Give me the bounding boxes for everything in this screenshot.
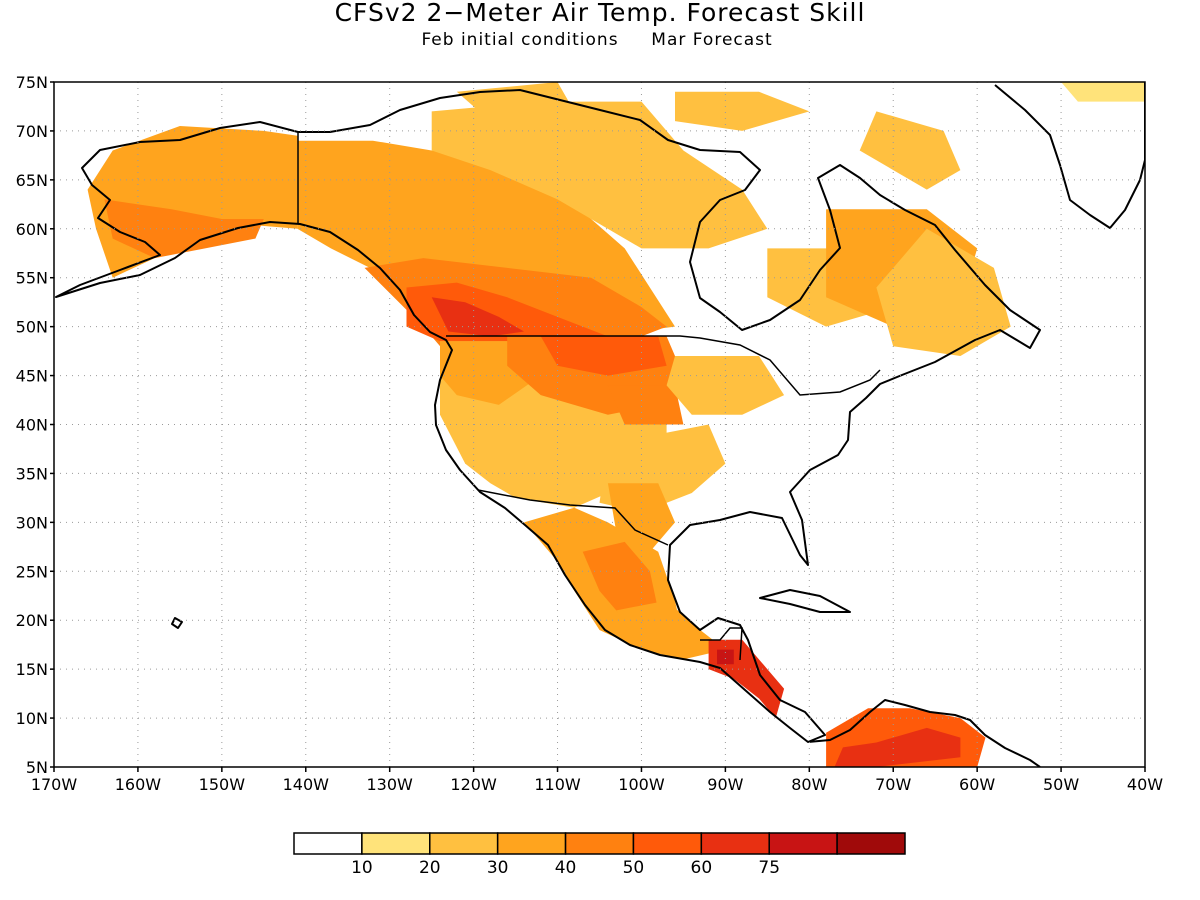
latitude-axis: 75N 70N 65N 60N 55N 50N 45N 40N 35N 30N 25N 20N 15N 1… [16,73,54,777]
lon-tick-label: 140W [283,775,330,794]
colorbar-label: 20 [419,858,441,878]
border-us-canada [446,335,881,396]
colorbar-swatch [496,832,567,855]
lat-tick-label: 30N [16,513,48,532]
lon-tick-label: 40W [1127,775,1163,794]
chart-subtitle-forecast: Mar Forecast [651,30,772,50]
lat-tick-label: 75N [16,73,48,92]
skill-region-canada-north [431,101,768,249]
colorbar-label: 50 [623,858,645,878]
colorbar-swatch [429,832,499,855]
colorbar-swatch [836,832,906,855]
lon-tick-label: 70W [875,775,911,794]
colorbar-swatch [700,832,770,855]
lon-tick-label: 60W [959,775,995,794]
skill-region-arctic-1 [675,91,810,131]
lat-tick-label: 10N [16,709,48,728]
skill-region-labrador [876,228,1011,356]
lon-tick-label: 50W [1043,775,1079,794]
skill-region-greenland-n [1061,82,1145,102]
colorbar-swatch [293,832,363,855]
coastline-north-america [55,89,1041,743]
skill-region-baffin [859,111,961,190]
chart-subtitle-init: Feb initial conditions [421,30,618,50]
skill-region-mexico-south [616,600,726,660]
coastline-greenland [994,82,1145,229]
lon-tick-label: 110W [534,775,581,794]
border-us-mexico [477,489,669,546]
colorbar-label: 60 [691,858,713,878]
lon-tick-label: 170W [31,775,78,794]
lat-tick-label: 55N [16,269,48,288]
skill-region-midwest [666,356,785,415]
colorbar: 10 20 30 40 50 60 75 [293,832,906,878]
lon-tick-label: 130W [367,775,414,794]
skill-region-alaska-south [104,199,264,259]
lat-tick-label: 45N [16,367,48,386]
coastline-hawaii [171,617,183,629]
colorbar-label: 10 [351,858,373,878]
chart-title: CFSv2 2−Meter Air Temp. Forecast Skill [335,0,866,27]
political-borders [297,132,881,661]
skill-region-nebraska [607,385,684,425]
lat-tick-label: 70N [16,122,48,141]
lon-tick-label: 80W [791,775,827,794]
map-area [54,82,1145,767]
lat-tick-label: 35N [16,464,48,483]
lat-tick-label: 5N [26,758,48,777]
skill-region-south-am-core [834,727,961,767]
coastline-south-america [807,699,1041,767]
skill-region-bc-hot [431,297,524,337]
lon-tick-label: 150W [199,775,246,794]
colorbar-label: 30 [487,858,509,878]
lat-tick-label: 40N [16,416,48,435]
lat-tick-label: 25N [16,562,48,581]
lon-tick-label: 120W [450,775,497,794]
lon-tick-label: 160W [115,775,162,794]
lon-tick-label: 90W [707,775,743,794]
colorbar-swatch [564,832,635,855]
colorbar-label: 75 [758,858,780,878]
lat-tick-label: 60N [16,220,48,239]
lat-tick-label: 50N [16,318,48,337]
lat-tick-label: 20N [16,611,48,630]
colorbar-swatch [768,832,838,855]
coastline-cuba [759,589,851,613]
coastlines [55,82,1145,767]
skill-region-montana-hot [540,336,667,376]
lon-tick-label: 100W [618,775,665,794]
colorbar-swatch [632,832,703,855]
colorbar-swatch [361,832,431,855]
lat-tick-label: 65N [16,171,48,190]
skill-region-central-am-core [717,649,734,665]
graticule [54,82,1145,767]
border-guatemala [700,627,743,661]
colorbar-label: 40 [555,858,577,878]
longitude-axis: 170W 160W 150W 140W 130W 120W 110W 100W 90W 80W 70… [31,767,1163,794]
skill-region-mexico-hot [582,541,659,621]
lat-tick-label: 15N [16,660,48,679]
skill-shading [87,82,1145,767]
